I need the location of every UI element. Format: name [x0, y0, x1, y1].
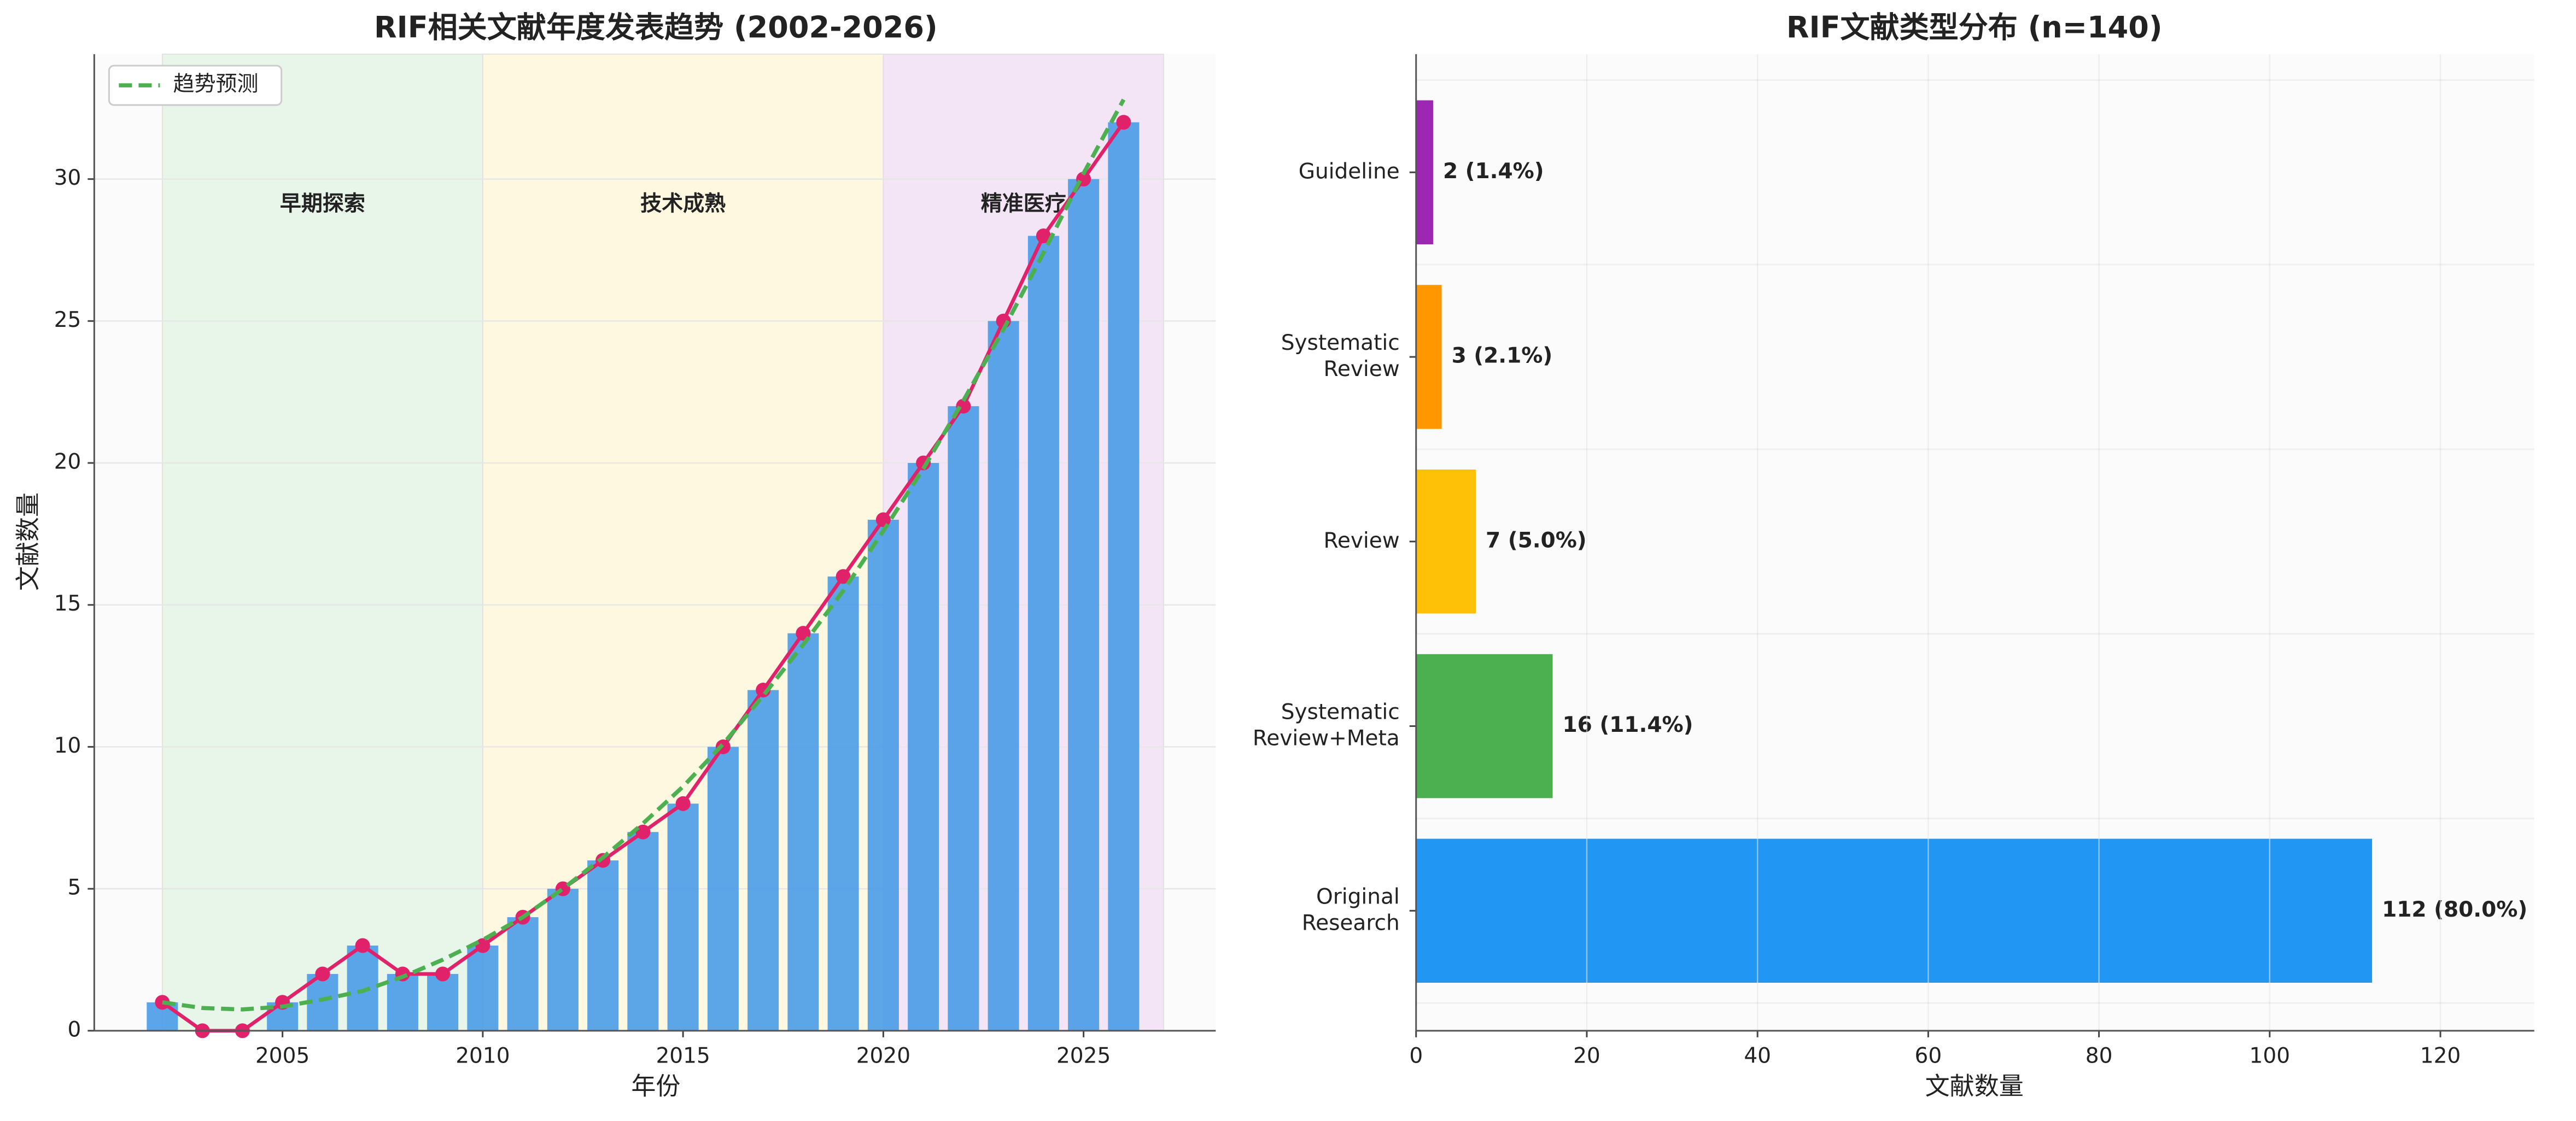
data-point — [315, 966, 330, 982]
y-tick-label: 10 — [54, 733, 81, 758]
y-tick-label: 0 — [68, 1017, 81, 1042]
y-tick-label: 5 — [68, 876, 81, 900]
x-tick-label: 2005 — [255, 1043, 309, 1068]
value-label: 7 (5.0%) — [1486, 528, 1587, 553]
era-label: 技术成熟 — [640, 191, 726, 216]
bar — [547, 889, 579, 1031]
bar — [1027, 236, 1059, 1031]
chart-title: RIF相关文献年度发表趋势 (2002-2026) — [374, 10, 938, 45]
trend-line — [162, 98, 1126, 1012]
bar — [948, 406, 979, 1031]
data-point — [1036, 228, 1051, 244]
data-point — [435, 966, 451, 982]
bar — [1108, 122, 1140, 1031]
bar — [1068, 179, 1100, 1031]
y-tick-label: Review — [1323, 528, 1399, 553]
legend-box — [108, 64, 283, 106]
data-point — [1116, 115, 1131, 130]
value-label: 3 (2.1%) — [1452, 344, 1553, 368]
value-label: 112 (80.0%) — [2382, 897, 2527, 922]
era-band — [162, 54, 483, 1031]
bar — [827, 576, 859, 1031]
x-axis-label: 文献数量 — [1925, 1071, 2024, 1100]
bar — [1416, 654, 1553, 799]
data-point — [355, 938, 370, 953]
x-tick-label: 0 — [1409, 1043, 1423, 1068]
bar — [347, 946, 378, 1031]
x-tick-label: 2015 — [656, 1043, 710, 1068]
era-label: 精准医疗 — [981, 191, 1066, 216]
x-tick-label: 2025 — [1056, 1043, 1111, 1068]
bar — [747, 690, 779, 1031]
y-tick-label: Systematic Review+Meta — [1253, 700, 1400, 750]
data-point — [475, 938, 490, 953]
bar — [1416, 838, 2373, 983]
bar — [507, 917, 539, 1031]
x-tick-label: 20 — [1573, 1043, 1600, 1068]
x-tick-label: 60 — [1915, 1043, 1942, 1068]
legend-label: 趋势预测 — [173, 72, 259, 97]
bar — [387, 973, 418, 1031]
x-tick-label: 100 — [2250, 1043, 2290, 1068]
value-label: 16 (11.4%) — [1563, 713, 1693, 737]
era-label: 早期探索 — [280, 191, 365, 216]
y-tick-label: 15 — [54, 591, 81, 616]
y-axis-label: 文献数量 — [14, 492, 43, 591]
data-point — [635, 824, 651, 840]
x-tick-label: 80 — [2086, 1043, 2113, 1068]
data-point — [836, 569, 851, 584]
bar — [467, 946, 499, 1031]
bar — [667, 803, 699, 1031]
value-label: 2 (1.4%) — [1443, 159, 1544, 184]
bar — [627, 832, 659, 1031]
x-axis-label: 年份 — [631, 1071, 680, 1100]
x-tick-label: 2010 — [455, 1043, 510, 1068]
x-tick-label: 40 — [1744, 1043, 1771, 1068]
chart-title: RIF文献类型分布 (n=140) — [1786, 10, 2163, 45]
x-tick-label: 120 — [2420, 1043, 2461, 1068]
x-tick-label: 2020 — [856, 1043, 910, 1068]
y-tick-label: 25 — [54, 308, 81, 332]
bar — [787, 633, 819, 1031]
bar — [908, 463, 939, 1031]
bar — [707, 747, 739, 1031]
bar — [587, 860, 619, 1031]
y-tick-label: Systematic Review — [1281, 330, 1400, 381]
bar — [867, 519, 899, 1031]
data-point — [675, 796, 691, 811]
y-tick-label: 30 — [54, 166, 81, 190]
bar — [427, 973, 459, 1031]
data-point — [875, 512, 891, 527]
bar — [1416, 285, 1442, 429]
y-tick-label: Guideline — [1299, 159, 1400, 184]
bar — [1416, 469, 1476, 614]
bar — [988, 321, 1019, 1031]
bar — [1416, 100, 1433, 244]
y-tick-label: 20 — [54, 450, 81, 474]
y-tick-label: Original Research — [1302, 884, 1400, 935]
